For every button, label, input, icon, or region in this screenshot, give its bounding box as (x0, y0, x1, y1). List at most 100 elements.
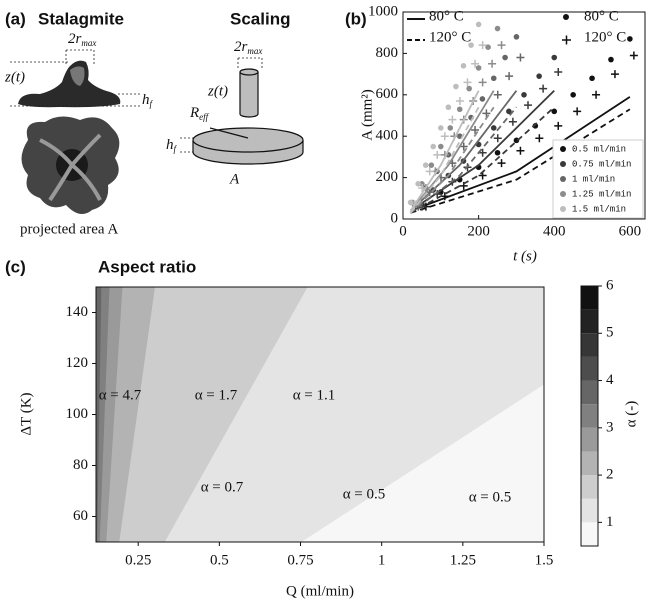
point-80 (490, 125, 497, 131)
x-tick-label: 600 (619, 223, 642, 239)
annotation: α = 1.1 (293, 387, 336, 403)
point-120 (516, 146, 525, 155)
label-sub: max (81, 38, 96, 48)
point-80 (422, 162, 429, 168)
label-main: 2r (68, 31, 82, 47)
panel-label: (b) (345, 9, 367, 28)
y-tick-label: 1000 (368, 3, 398, 19)
colorbar-band (581, 475, 598, 499)
x-tick-label: 0.75 (287, 552, 313, 568)
legend-label: 0.5 ml/min (572, 144, 626, 154)
point-80 (445, 104, 452, 111)
point-80 (468, 42, 474, 48)
label-sub: f (174, 144, 178, 154)
colorbar-band (581, 333, 598, 357)
y-tick-label: 400 (376, 128, 399, 144)
point-80 (494, 149, 501, 156)
point-80 (490, 75, 497, 82)
colorbar-band (581, 286, 598, 310)
point-80 (551, 108, 558, 115)
point-120 (488, 59, 497, 68)
point-120 (410, 200, 419, 209)
dimension-label: 2rmax (68, 31, 96, 48)
point-80 (475, 65, 482, 71)
x-tick-label: 0.5 (210, 552, 229, 568)
label-main: h (166, 137, 174, 153)
panel-title: Aspect ratio (98, 257, 196, 276)
model-line (410, 106, 518, 214)
contour-line (96, 287, 102, 542)
point-80 (551, 54, 558, 61)
point-120 (516, 53, 525, 62)
point-120 (459, 142, 468, 151)
legend-label: 120° C (584, 29, 626, 45)
point-120 (463, 78, 472, 87)
x-tick-label: 1.25 (450, 552, 476, 568)
label-main: R (189, 105, 199, 121)
model-line (410, 106, 555, 214)
model-line (410, 96, 631, 212)
colorbar-band (581, 427, 598, 452)
point-120 (478, 148, 487, 157)
point-80 (494, 25, 501, 32)
contour-line (118, 287, 155, 542)
point-120 (425, 167, 434, 176)
colorbar-tick-label: 3 (606, 419, 614, 435)
stalagmite-side-photo (18, 60, 121, 108)
colorbar-band (581, 356, 598, 381)
y-tick-label: 60 (73, 508, 88, 524)
point-120 (508, 117, 517, 126)
x-axis-label: t (s) (513, 248, 537, 264)
plot-frame (402, 11, 646, 220)
point-80 (447, 125, 454, 131)
legend-swatch (560, 206, 566, 212)
x-tick-label: 0.25 (125, 552, 151, 568)
y-axis-label: A (mm²) (359, 89, 375, 141)
legend-label: 1.5 ml/min (572, 204, 626, 214)
label-sub: eff (199, 112, 209, 122)
colorbar-band (581, 380, 598, 405)
point-80 (627, 36, 633, 42)
colorbar-band (581, 522, 598, 546)
point-80 (415, 181, 421, 187)
model-line (409, 90, 480, 212)
chart-b: 0 200 400 600 0 200 400 600 800 1000 t (s) A (mm²) 0… (359, 3, 646, 264)
colorbar-label: α (-) (623, 401, 639, 428)
point-120 (592, 90, 601, 99)
legend-label: 1 ml/min (572, 174, 615, 184)
contour-line (105, 287, 123, 542)
colorbar-tick-label: 6 (606, 277, 614, 293)
dimension-label: hf (142, 92, 154, 109)
point-120 (524, 101, 532, 110)
label-sub: f (150, 99, 154, 109)
legend-label: 80° C (584, 8, 619, 24)
point-120 (433, 150, 442, 159)
dimension-label: Reff (189, 105, 210, 122)
legend-label: 120° C (429, 29, 471, 45)
point-80 (456, 106, 463, 113)
point-120 (573, 107, 582, 116)
point-120 (418, 183, 427, 192)
chart-c: 0.25 0.5 0.75 1 1.25 1.5 60 80 100 120 140 Q (ml/mi… (18, 277, 639, 599)
point-80 (428, 162, 435, 168)
y-tick-label: 600 (376, 86, 399, 102)
legend-swatch (560, 161, 566, 167)
panel-title: Stalagmite (38, 9, 124, 28)
y-axis-label: ΔT (K) (18, 392, 34, 435)
y-tick-label: 200 (376, 169, 399, 185)
y-tick-label: 120 (66, 355, 89, 371)
point-80 (438, 125, 444, 131)
legend-swatch (562, 35, 571, 45)
point-120 (554, 68, 563, 77)
model-line (409, 90, 495, 212)
point-120 (629, 51, 638, 60)
point-80 (453, 83, 459, 90)
colorbar-band (581, 404, 598, 428)
dimension-guides (10, 49, 263, 153)
point-80 (502, 54, 508, 61)
legend-label: 1.25 ml/min (572, 189, 631, 199)
colorbar-band (581, 309, 598, 334)
panel-label: (a) (5, 9, 26, 28)
x-tick-label: 200 (467, 223, 490, 239)
